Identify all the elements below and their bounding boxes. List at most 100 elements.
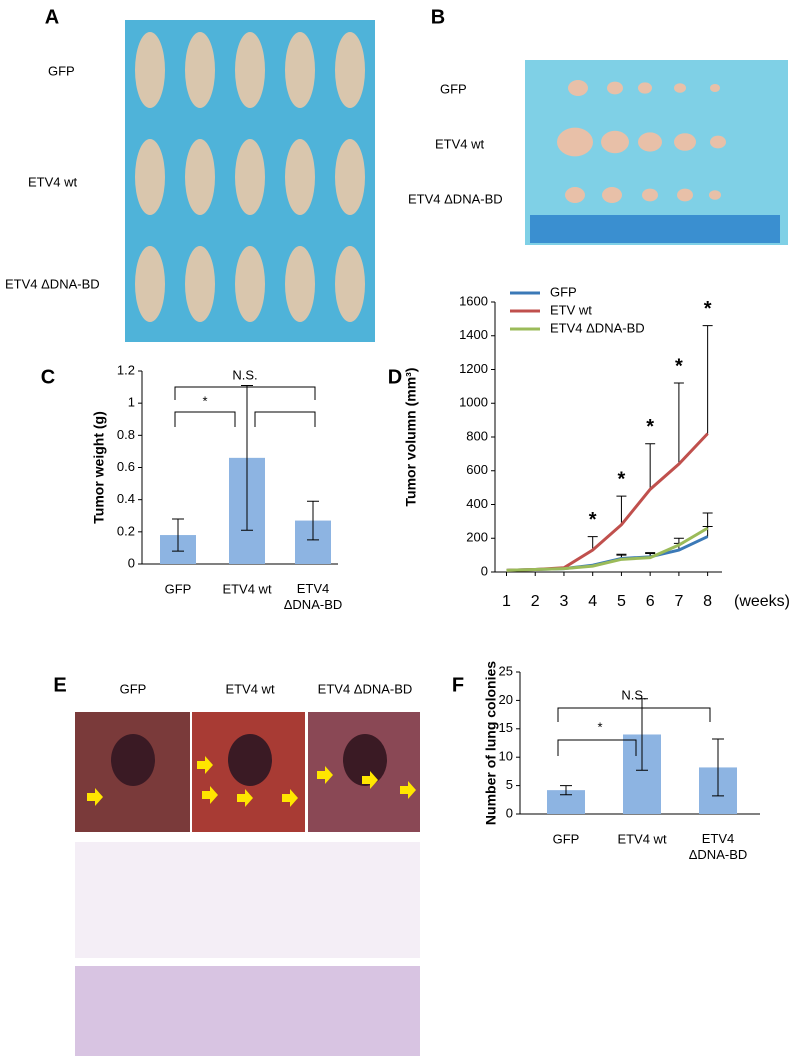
row-label: ETV4 wt [435, 136, 485, 151]
mouse [335, 139, 365, 215]
error-bar [636, 698, 648, 771]
arrow [202, 786, 218, 804]
annotation: * [589, 509, 597, 531]
error-bar [645, 443, 656, 490]
bracket [254, 411, 316, 427]
error-bar [712, 738, 724, 797]
annotation: * [646, 416, 654, 438]
tumor [674, 83, 686, 93]
x-tick-label: 8 [703, 593, 712, 610]
x-tick-label: GFP [165, 581, 192, 596]
annotation: N.S. [621, 687, 646, 702]
line [506, 526, 709, 572]
bar [547, 790, 585, 814]
error-bar [560, 785, 572, 796]
y-tick-label: 1200 [459, 361, 488, 376]
y-tick-label: 1400 [459, 327, 488, 342]
column-label: ETV4 ΔDNA-BD [318, 681, 413, 696]
annotation: N.S. [232, 367, 257, 382]
mouse [135, 139, 165, 215]
y-tick-label: 1000 [459, 395, 488, 410]
heart [343, 734, 387, 786]
bracket [174, 386, 316, 400]
x-tick-label: ETV4 ΔDNA-BD [689, 831, 748, 862]
photo-histology-zoom [75, 966, 420, 1056]
tumor [638, 132, 662, 152]
y-tick-label: 5 [506, 777, 513, 792]
arrow [197, 756, 213, 774]
tumor [638, 82, 652, 94]
error-bar [616, 495, 627, 525]
heart [228, 734, 272, 786]
mouse [335, 246, 365, 322]
arrow [237, 789, 253, 807]
x-tick-label: 7 [674, 593, 683, 610]
tumor [568, 80, 588, 96]
arrow [362, 771, 378, 789]
mouse [185, 246, 215, 322]
error-bar [241, 384, 253, 531]
tumor [642, 188, 658, 202]
row-label: ETV4 ΔDNA-BD [408, 191, 503, 206]
arrow [317, 766, 333, 784]
y-tick-label: 15 [499, 720, 513, 735]
column-label: GFP [120, 681, 147, 696]
mouse [135, 32, 165, 108]
row-label: ETV4 ΔDNA-BD [5, 276, 100, 291]
tumor [557, 127, 593, 157]
y-tick-label: 20 [499, 692, 513, 707]
annotation: * [704, 298, 712, 320]
y-tick-label: 0 [128, 555, 135, 570]
tumor [674, 133, 696, 151]
y-tick-label: 0.8 [117, 427, 135, 442]
y-axis-label: Tumor volumn (mm³) [403, 368, 419, 507]
row-label: ETV4 wt [28, 174, 78, 189]
y-tick-label: 25 [499, 663, 513, 678]
tumor [602, 187, 622, 203]
error-bar [172, 518, 184, 552]
x-tick-label: 5 [617, 593, 626, 610]
legend-label: ETV wt [550, 302, 592, 317]
panel-letter: E [53, 674, 66, 696]
panel-letter: F [452, 674, 464, 696]
x-tick-label: 2 [531, 593, 540, 610]
error-bar [702, 512, 713, 529]
error-bar [587, 536, 598, 551]
y-tick-label: 400 [466, 496, 488, 511]
y-tick-label: 0.6 [117, 459, 135, 474]
y-tick-label: 1.2 [117, 362, 135, 377]
heart [111, 734, 155, 786]
arrow [282, 789, 298, 807]
panel-letter: C [41, 366, 55, 388]
mouse [185, 139, 215, 215]
mouse [185, 32, 215, 108]
mouse [285, 246, 315, 322]
annotation: * [675, 355, 683, 377]
mouse [235, 32, 265, 108]
mouse [235, 139, 265, 215]
mouse [285, 32, 315, 108]
x-tick-label: GFP [553, 831, 580, 846]
panel-letter: A [45, 6, 59, 28]
panel-letter: D [388, 366, 402, 388]
mouse [335, 32, 365, 108]
tumor [709, 190, 721, 200]
y-tick-label: 1 [128, 395, 135, 410]
column-label: ETV4 wt [225, 681, 275, 696]
annotation: * [597, 719, 602, 734]
y-tick-label: 0 [506, 805, 513, 820]
y-axis-label: Tumor weight (g) [91, 411, 107, 524]
tumor [710, 84, 720, 92]
panel-letter: B [431, 6, 445, 28]
mouse [135, 246, 165, 322]
bracket [557, 707, 711, 722]
arrow [87, 788, 103, 806]
mouse [285, 139, 315, 215]
row-label: GFP [48, 63, 75, 78]
y-tick-label: 0.4 [117, 491, 135, 506]
y-tick-label: 200 [466, 530, 488, 545]
x-tick-label: 4 [588, 593, 597, 610]
y-tick-label: 0.2 [117, 523, 135, 538]
x-tick-label: ETV4 wt [617, 831, 667, 846]
